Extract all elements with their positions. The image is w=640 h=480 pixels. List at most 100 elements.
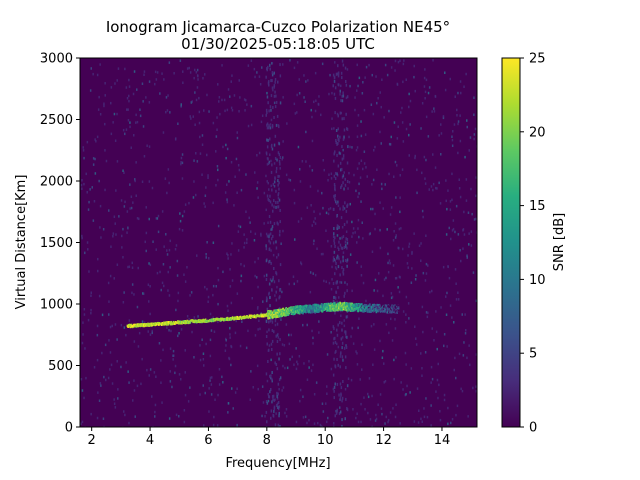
trace-point — [302, 312, 304, 315]
noise-cell — [395, 234, 397, 237]
band-cell — [275, 404, 278, 407]
noise-cell — [161, 281, 164, 285]
noise-cell — [300, 261, 302, 264]
noise-cell — [465, 72, 467, 76]
band-cell — [339, 260, 342, 264]
noise-cell — [274, 323, 277, 327]
noise-cell — [310, 204, 312, 207]
band-cell — [278, 414, 280, 418]
noise-cell — [427, 135, 430, 138]
band-cell — [265, 410, 268, 414]
trace-point — [266, 312, 268, 315]
noise-cell — [405, 78, 407, 81]
band-cell — [343, 223, 346, 226]
noise-cell — [405, 393, 407, 396]
band-cell — [277, 401, 280, 404]
noise-cell — [383, 116, 385, 119]
noise-cell — [326, 392, 328, 395]
band-cell — [278, 187, 280, 191]
noise-cell — [351, 235, 353, 238]
band-cell — [266, 420, 268, 424]
band-cell — [342, 205, 344, 209]
noise-cell — [402, 310, 405, 313]
band-cell — [268, 160, 271, 164]
noise-cell — [435, 186, 437, 190]
band-cell — [265, 320, 268, 323]
noise-cell — [415, 274, 417, 277]
noise-cell — [256, 187, 258, 190]
noise-cell — [240, 263, 242, 266]
noise-cell — [424, 182, 427, 185]
noise-cell — [261, 114, 264, 117]
noise-cell — [426, 415, 429, 419]
noise-cell — [80, 183, 83, 187]
noise-cell — [475, 353, 477, 356]
trace-point — [369, 305, 372, 308]
noise-cell — [393, 230, 395, 233]
noise-cell — [204, 194, 207, 197]
noise-cell — [424, 68, 426, 71]
noise-cell — [195, 193, 197, 197]
noise-cell — [357, 227, 359, 230]
noise-cell — [338, 296, 340, 299]
band-cell — [269, 304, 271, 308]
noise-cell — [161, 401, 163, 404]
band-cell — [269, 126, 272, 130]
band-cell — [267, 197, 269, 201]
noise-cell — [422, 215, 424, 219]
noise-cell — [163, 245, 165, 248]
noise-cell — [252, 386, 254, 389]
noise-cell — [245, 346, 248, 350]
noise-cell — [334, 61, 336, 64]
noise-cell — [357, 84, 359, 88]
band-cell — [271, 288, 273, 292]
band-cell — [340, 168, 342, 172]
noise-cell — [96, 73, 99, 77]
noise-cell — [370, 103, 373, 106]
noise-cell — [327, 179, 329, 182]
noise-cell — [216, 128, 218, 131]
noise-cell — [245, 210, 247, 213]
noise-cell — [465, 178, 468, 181]
noise-cell — [194, 123, 196, 126]
noise-cell — [409, 123, 411, 126]
noise-cell — [466, 356, 468, 360]
noise-cell — [203, 202, 205, 205]
noise-cell — [131, 283, 134, 286]
noise-cell — [241, 320, 243, 323]
noise-cell — [405, 313, 407, 316]
noise-cell — [116, 338, 118, 341]
noise-cell — [123, 410, 125, 413]
band-cell — [341, 355, 344, 359]
noise-cell — [225, 156, 227, 160]
noise-cell — [432, 153, 434, 156]
noise-cell — [292, 275, 295, 278]
noise-cell — [391, 295, 394, 299]
band-cell — [333, 241, 336, 245]
noise-cell — [348, 181, 351, 184]
noise-cell — [131, 266, 134, 269]
noise-cell — [161, 210, 164, 213]
noise-cell — [189, 294, 191, 297]
band-cell — [333, 194, 335, 198]
noise-cell — [445, 313, 448, 316]
noise-cell — [229, 95, 231, 98]
band-cell — [342, 255, 344, 259]
noise-cell — [458, 187, 461, 190]
noise-cell — [224, 349, 227, 352]
band-cell — [337, 200, 339, 204]
noise-cell — [453, 368, 455, 372]
band-cell — [273, 330, 275, 334]
noise-cell — [395, 196, 397, 199]
band-cell — [279, 156, 282, 159]
noise-cell — [162, 348, 164, 352]
noise-cell — [208, 410, 210, 413]
band-cell — [336, 333, 339, 337]
trace-point — [270, 312, 273, 315]
noise-cell — [434, 94, 437, 98]
noise-cell — [423, 85, 426, 88]
noise-cell — [356, 167, 359, 170]
noise-cell — [422, 271, 425, 275]
noise-cell — [128, 85, 131, 88]
noise-cell — [149, 368, 152, 371]
